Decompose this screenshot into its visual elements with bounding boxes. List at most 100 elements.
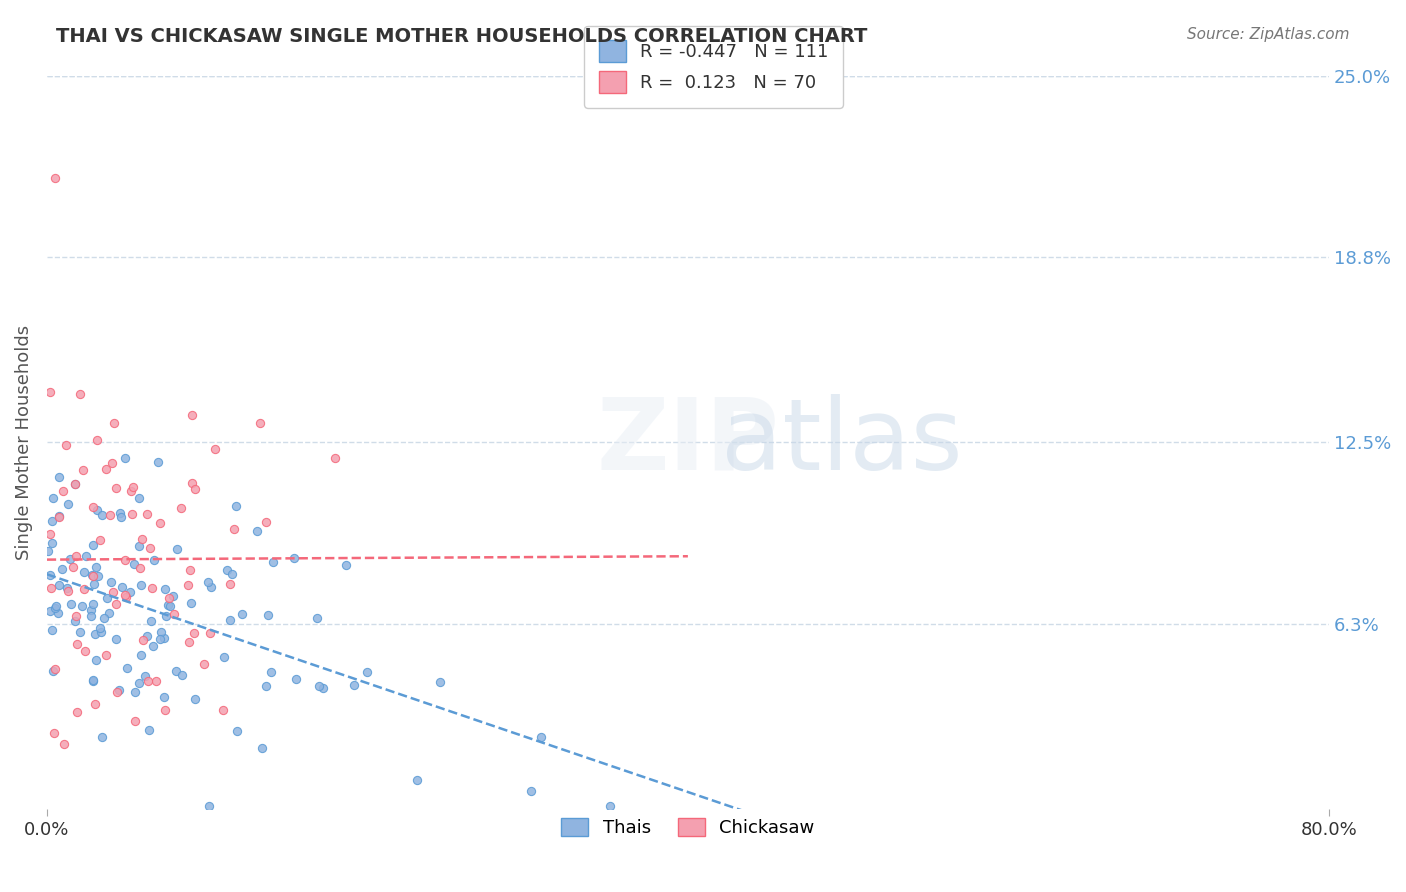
Point bbox=[231, 607, 253, 621]
Point bbox=[98, 508, 121, 523]
Point bbox=[45, 599, 67, 613]
Point bbox=[335, 558, 357, 572]
Point bbox=[46, 606, 69, 620]
Point bbox=[283, 551, 305, 566]
Point bbox=[163, 607, 186, 622]
Point bbox=[249, 416, 271, 430]
Text: Source: ZipAtlas.com: Source: ZipAtlas.com bbox=[1187, 27, 1350, 42]
Point bbox=[80, 602, 103, 616]
Point bbox=[93, 611, 115, 625]
Point bbox=[149, 516, 172, 531]
Point bbox=[136, 628, 159, 642]
Point bbox=[52, 483, 75, 498]
Point bbox=[84, 652, 107, 666]
Point bbox=[48, 509, 70, 524]
Point bbox=[114, 553, 136, 567]
Point bbox=[48, 470, 70, 484]
Point bbox=[157, 598, 180, 612]
Point bbox=[131, 648, 153, 662]
Point bbox=[42, 725, 65, 739]
Point bbox=[520, 784, 543, 798]
Point bbox=[82, 538, 104, 552]
Point bbox=[198, 625, 221, 640]
Point bbox=[41, 536, 63, 550]
Point bbox=[215, 562, 238, 576]
Point bbox=[37, 544, 59, 558]
Point bbox=[105, 685, 128, 699]
Point bbox=[146, 455, 169, 469]
Point bbox=[149, 632, 172, 646]
Point bbox=[139, 541, 162, 555]
Point bbox=[145, 674, 167, 689]
Point bbox=[166, 541, 188, 556]
Point bbox=[323, 450, 346, 465]
Point bbox=[83, 577, 105, 591]
Point bbox=[98, 606, 121, 620]
Point bbox=[124, 714, 146, 729]
Point bbox=[91, 730, 114, 744]
Point bbox=[246, 524, 269, 538]
Point bbox=[121, 507, 143, 521]
Point bbox=[115, 590, 138, 604]
Point bbox=[96, 462, 118, 476]
Point bbox=[82, 673, 104, 687]
Point bbox=[55, 438, 77, 452]
Point bbox=[256, 607, 278, 622]
Point bbox=[128, 539, 150, 553]
Point bbox=[39, 604, 62, 618]
Point bbox=[48, 578, 70, 592]
Point bbox=[129, 561, 152, 575]
Text: atlas: atlas bbox=[721, 394, 963, 491]
Point bbox=[343, 678, 366, 692]
Point bbox=[94, 648, 117, 662]
Point bbox=[142, 639, 165, 653]
Point bbox=[155, 608, 177, 623]
Point bbox=[82, 569, 104, 583]
Point bbox=[124, 558, 146, 572]
Point bbox=[120, 484, 142, 499]
Point bbox=[152, 690, 174, 704]
Point bbox=[73, 566, 96, 580]
Point bbox=[84, 560, 107, 574]
Point bbox=[66, 637, 89, 651]
Point bbox=[44, 171, 66, 186]
Point bbox=[59, 597, 82, 611]
Point bbox=[82, 597, 104, 611]
Point bbox=[128, 491, 150, 505]
Point bbox=[115, 660, 138, 674]
Point bbox=[44, 601, 66, 615]
Point bbox=[218, 577, 240, 591]
Point bbox=[101, 456, 124, 470]
Text: ZIP: ZIP bbox=[596, 394, 779, 491]
Point bbox=[86, 433, 108, 447]
Point bbox=[111, 580, 134, 594]
Point bbox=[170, 667, 193, 681]
Point bbox=[52, 737, 75, 751]
Point bbox=[44, 662, 66, 676]
Point bbox=[134, 669, 156, 683]
Point bbox=[305, 610, 328, 624]
Point bbox=[56, 497, 79, 511]
Point bbox=[39, 527, 62, 541]
Point bbox=[108, 506, 131, 520]
Legend: Thais, Chickasaw: Thais, Chickasaw bbox=[554, 810, 823, 844]
Point bbox=[138, 723, 160, 737]
Point bbox=[250, 741, 273, 756]
Point bbox=[100, 574, 122, 589]
Point bbox=[73, 582, 96, 596]
Point bbox=[254, 679, 277, 693]
Point bbox=[62, 560, 84, 574]
Point bbox=[180, 408, 202, 422]
Point bbox=[39, 384, 62, 399]
Point bbox=[110, 510, 132, 524]
Point bbox=[135, 507, 157, 521]
Point bbox=[66, 705, 89, 719]
Point bbox=[65, 549, 87, 563]
Point bbox=[157, 591, 180, 605]
Point bbox=[38, 567, 60, 582]
Point bbox=[197, 574, 219, 589]
Point bbox=[165, 665, 187, 679]
Point bbox=[308, 679, 330, 693]
Point bbox=[72, 599, 94, 614]
Point bbox=[114, 589, 136, 603]
